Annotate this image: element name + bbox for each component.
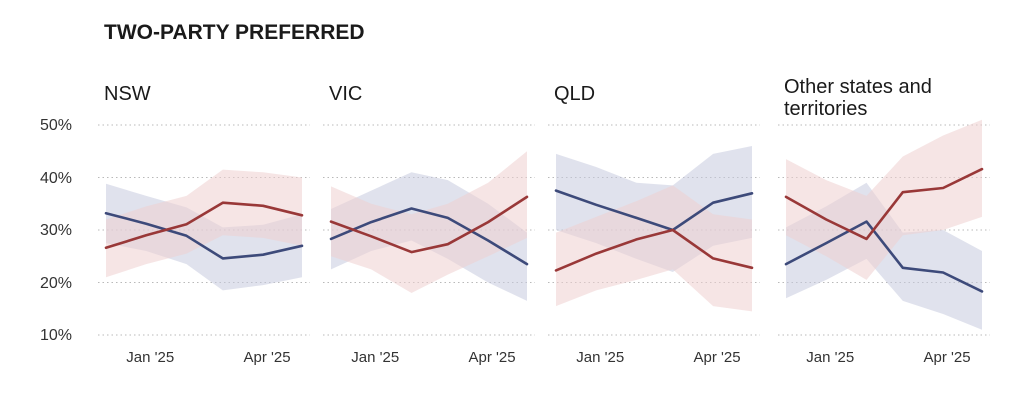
- confidence-band: [556, 185, 752, 312]
- chart-panel: Other states and territories Jan '25 Apr '2…: [778, 76, 990, 366]
- confidence-band: [106, 169, 302, 278]
- y-tick-label: 10%: [40, 327, 72, 344]
- y-tick-label: 50%: [40, 117, 72, 134]
- panel-title-line: QLD: [554, 83, 595, 105]
- panel-title: QLD: [554, 83, 595, 105]
- panel-title-line: territories: [784, 98, 867, 120]
- series-line: [329, 195, 529, 254]
- series-line: [554, 189, 754, 232]
- chart-panel: QLD Jan '25 Apr '25: [548, 83, 760, 366]
- y-tick-label: 30%: [40, 222, 72, 239]
- panels: NSW Jan '25 Apr '25 VIC Jan '25 Apr '25 QLD Jan…: [98, 76, 990, 366]
- panel-title-line: Other states and: [784, 76, 932, 98]
- chart-panel: VIC Jan '25 Apr '25: [323, 83, 535, 366]
- confidence-band: [331, 151, 527, 293]
- series-line: [784, 167, 984, 241]
- panel-title-line: VIC: [329, 83, 362, 105]
- series-line: [554, 228, 754, 272]
- series-line: [104, 201, 304, 250]
- x-tick-label: Jan '25: [806, 349, 854, 366]
- chart-title: TWO-PARTY PREFERRED: [104, 21, 365, 44]
- y-axis: 50% 40% 30% 20% 10%: [40, 117, 72, 344]
- series-line: [784, 220, 984, 293]
- panel-title: Other states and territories: [784, 76, 932, 120]
- panel-title: VIC: [329, 83, 362, 105]
- y-tick-label: 20%: [40, 275, 72, 292]
- x-tick-label: Jan '25: [126, 349, 174, 366]
- y-tick-label: 40%: [40, 170, 72, 187]
- series-line: [329, 207, 529, 266]
- panel-title: NSW: [104, 83, 151, 105]
- x-tick-label: Apr '25: [244, 349, 291, 366]
- x-tick-label: Apr '25: [694, 349, 741, 366]
- chart-panel: NSW Jan '25 Apr '25: [98, 83, 310, 366]
- series-line: [104, 211, 304, 260]
- x-tick-label: Apr '25: [469, 349, 516, 366]
- x-tick-label: Apr '25: [924, 349, 971, 366]
- x-tick-label: Jan '25: [351, 349, 399, 366]
- panel-title-line: NSW: [104, 83, 151, 105]
- x-tick-label: Jan '25: [576, 349, 624, 366]
